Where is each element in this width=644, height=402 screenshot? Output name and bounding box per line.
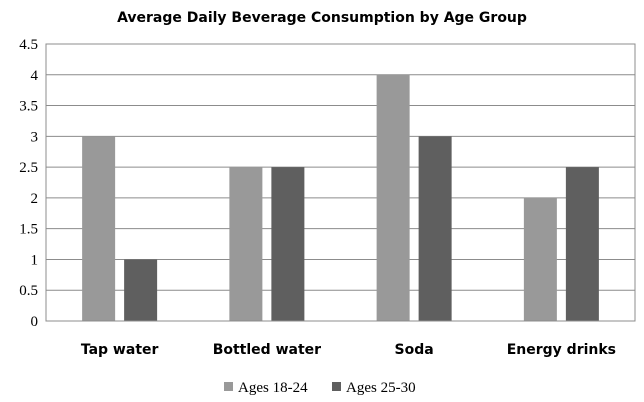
- y-tick-label: 0: [31, 314, 39, 330]
- x-tick-label: Tap water: [81, 342, 159, 358]
- y-tick-label: 0.5: [19, 283, 38, 299]
- chart-title: Average Daily Beverage Consumption by Ag…: [117, 10, 527, 26]
- y-tick-label: 3.5: [19, 99, 38, 115]
- legend-swatch: [332, 382, 341, 391]
- x-tick-label: Energy drinks: [507, 342, 616, 358]
- bar-ages-25-30: [418, 136, 452, 321]
- y-tick-label: 3: [31, 129, 39, 145]
- legend: Ages 18-24 Ages 25-30: [224, 380, 416, 396]
- bar-ages-25-30: [124, 259, 158, 321]
- bar-ages-25-30: [565, 167, 599, 321]
- y-tick-label: 1.5: [19, 222, 38, 238]
- y-tick-label: 4.5: [19, 37, 38, 53]
- y-tick-label: 1: [31, 252, 39, 268]
- x-tick-label: Bottled water: [213, 342, 321, 358]
- y-tick-label: 2.5: [19, 160, 38, 176]
- bar-ages-25-30: [271, 167, 305, 321]
- bar-ages-18-24: [229, 167, 263, 321]
- legend-label: Ages 25-30: [346, 380, 416, 396]
- bar-ages-18-24: [523, 197, 557, 321]
- x-tick-label: Soda: [395, 342, 434, 358]
- bar-ages-18-24: [82, 136, 116, 321]
- y-tick-label: 4: [31, 68, 39, 84]
- y-tick-label: 2: [31, 191, 39, 207]
- bars: [82, 74, 599, 322]
- y-axis-ticks: 0 0.5 1 1.5 2 2.5 3 3.5 4 4.5: [19, 37, 38, 330]
- plot-frame: [45, 43, 636, 322]
- legend-label: Ages 18-24: [238, 380, 308, 396]
- x-axis-ticks: Tap water Bottled water Soda Energy drinks: [81, 342, 616, 358]
- bar-ages-18-24: [376, 74, 410, 322]
- legend-swatch: [224, 382, 233, 391]
